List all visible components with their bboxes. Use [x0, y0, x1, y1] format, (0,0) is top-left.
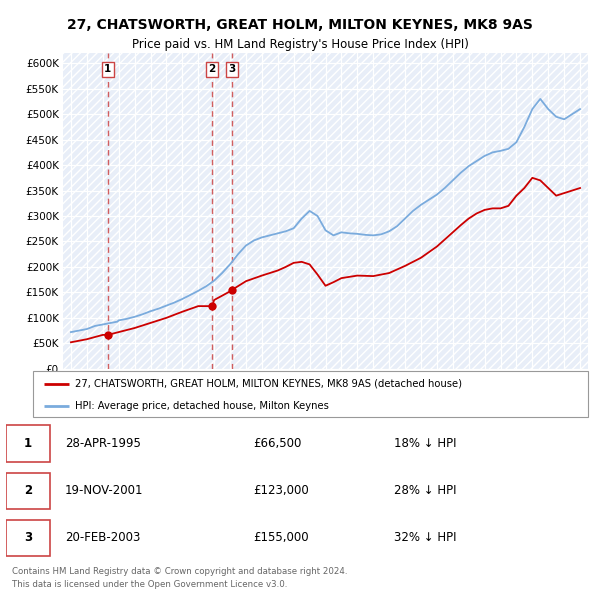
FancyBboxPatch shape — [6, 473, 50, 509]
Text: 28% ↓ HPI: 28% ↓ HPI — [394, 484, 457, 497]
Text: £155,000: £155,000 — [253, 531, 308, 544]
Text: This data is licensed under the Open Government Licence v3.0.: This data is licensed under the Open Gov… — [12, 579, 287, 589]
Text: 20-FEB-2003: 20-FEB-2003 — [65, 531, 140, 544]
Text: 27, CHATSWORTH, GREAT HOLM, MILTON KEYNES, MK8 9AS: 27, CHATSWORTH, GREAT HOLM, MILTON KEYNE… — [67, 18, 533, 32]
Text: £123,000: £123,000 — [253, 484, 309, 497]
Text: Price paid vs. HM Land Registry's House Price Index (HPI): Price paid vs. HM Land Registry's House … — [131, 38, 469, 51]
FancyBboxPatch shape — [33, 371, 588, 417]
Text: 28-APR-1995: 28-APR-1995 — [65, 437, 140, 450]
Text: Contains HM Land Registry data © Crown copyright and database right 2024.: Contains HM Land Registry data © Crown c… — [12, 566, 347, 576]
Text: 27, CHATSWORTH, GREAT HOLM, MILTON KEYNES, MK8 9AS (detached house): 27, CHATSWORTH, GREAT HOLM, MILTON KEYNE… — [74, 379, 461, 389]
Text: 3: 3 — [229, 64, 236, 74]
Text: 1: 1 — [24, 437, 32, 450]
Text: 32% ↓ HPI: 32% ↓ HPI — [394, 531, 457, 544]
Text: 2: 2 — [24, 484, 32, 497]
Text: 2: 2 — [209, 64, 216, 74]
Text: £66,500: £66,500 — [253, 437, 301, 450]
Text: 19-NOV-2001: 19-NOV-2001 — [65, 484, 143, 497]
Text: 1: 1 — [104, 64, 112, 74]
Text: HPI: Average price, detached house, Milton Keynes: HPI: Average price, detached house, Milt… — [74, 401, 329, 411]
FancyBboxPatch shape — [6, 520, 50, 556]
Text: 18% ↓ HPI: 18% ↓ HPI — [394, 437, 457, 450]
FancyBboxPatch shape — [6, 425, 50, 461]
Text: 3: 3 — [24, 531, 32, 544]
